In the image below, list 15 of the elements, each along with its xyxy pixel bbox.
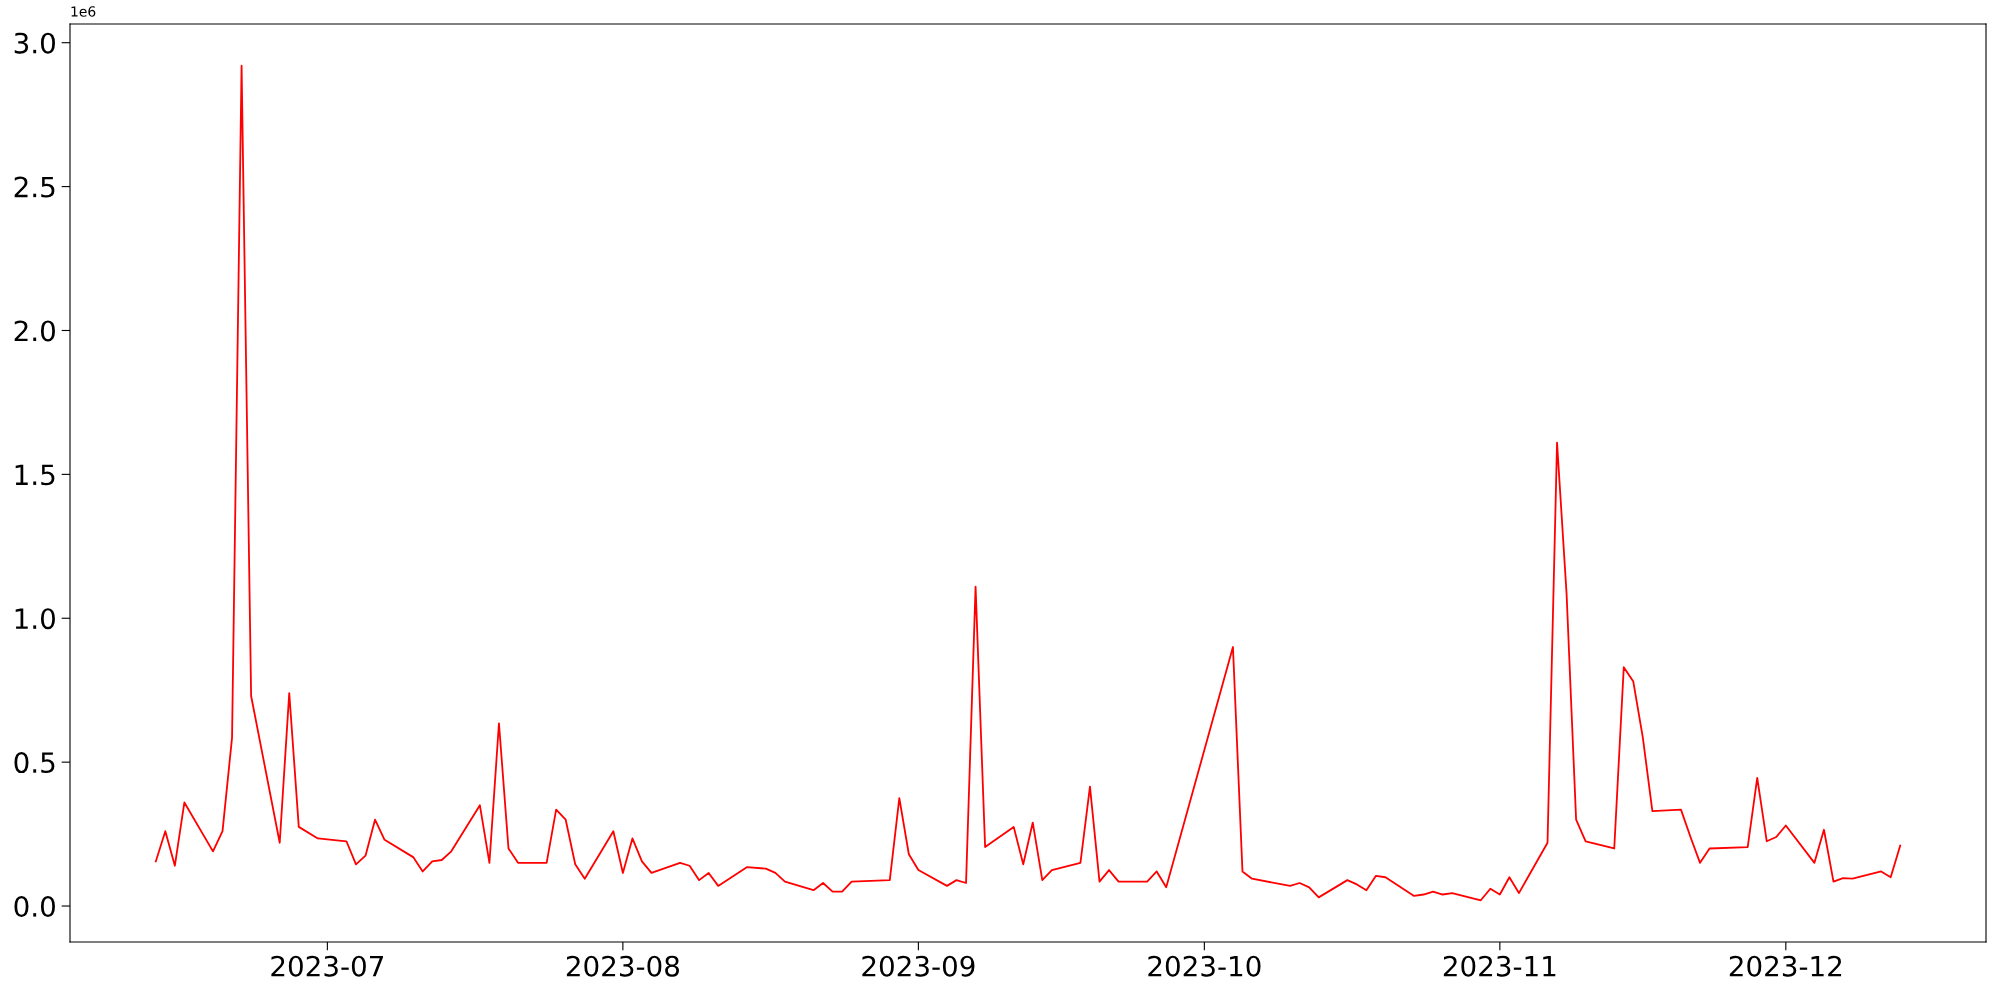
x-tick-label: 2023-07 [271, 955, 384, 977]
x-tick-label: 2023-12 [1729, 955, 1842, 977]
text: 1e6 [71, 6, 96, 17]
y-tick-label: 1.5 [15, 464, 55, 486]
x-tick-label: 2023-08 [566, 955, 680, 977]
x-tick-label: 2023-10 [1148, 955, 1261, 977]
y-tick-label: 2.5 [14, 176, 55, 198]
y-tick-label: 0.0 [14, 895, 55, 917]
x-tick-label: 2023-11 [1443, 955, 1556, 977]
y-tick-label: 2.0 [14, 320, 55, 342]
y-tick-label: 3.0 [14, 32, 55, 54]
line-series [154, 64, 1902, 902]
y-tick-label: 1.0 [15, 608, 55, 630]
x-tick-label: 2023-09 [862, 955, 975, 977]
y-tick-label: 0.5 [14, 752, 55, 774]
